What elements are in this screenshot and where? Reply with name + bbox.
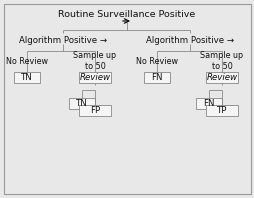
Text: FP: FP <box>90 106 100 114</box>
Bar <box>79 105 110 115</box>
Text: TN: TN <box>21 72 33 82</box>
Text: Sample up
to 50: Sample up to 50 <box>200 51 243 71</box>
Bar <box>14 71 40 83</box>
Bar <box>205 105 237 115</box>
Text: TP: TP <box>216 106 226 114</box>
Text: No Review: No Review <box>135 56 177 66</box>
Bar <box>79 71 110 83</box>
Text: Routine Surveillance Positive: Routine Surveillance Positive <box>58 10 195 18</box>
Bar <box>205 71 237 83</box>
Text: Review: Review <box>206 72 236 82</box>
Bar <box>195 97 221 109</box>
Bar <box>69 97 95 109</box>
Text: TN: TN <box>76 98 88 108</box>
Bar <box>144 71 169 83</box>
Text: Review: Review <box>79 72 110 82</box>
Text: Algorithm Positive →: Algorithm Positive → <box>145 35 233 45</box>
Text: FN: FN <box>202 98 214 108</box>
Text: Algorithm Positive →: Algorithm Positive → <box>19 35 107 45</box>
Text: Sample up
to 50: Sample up to 50 <box>73 51 116 71</box>
Text: No Review: No Review <box>6 56 48 66</box>
Text: FN: FN <box>151 72 162 82</box>
